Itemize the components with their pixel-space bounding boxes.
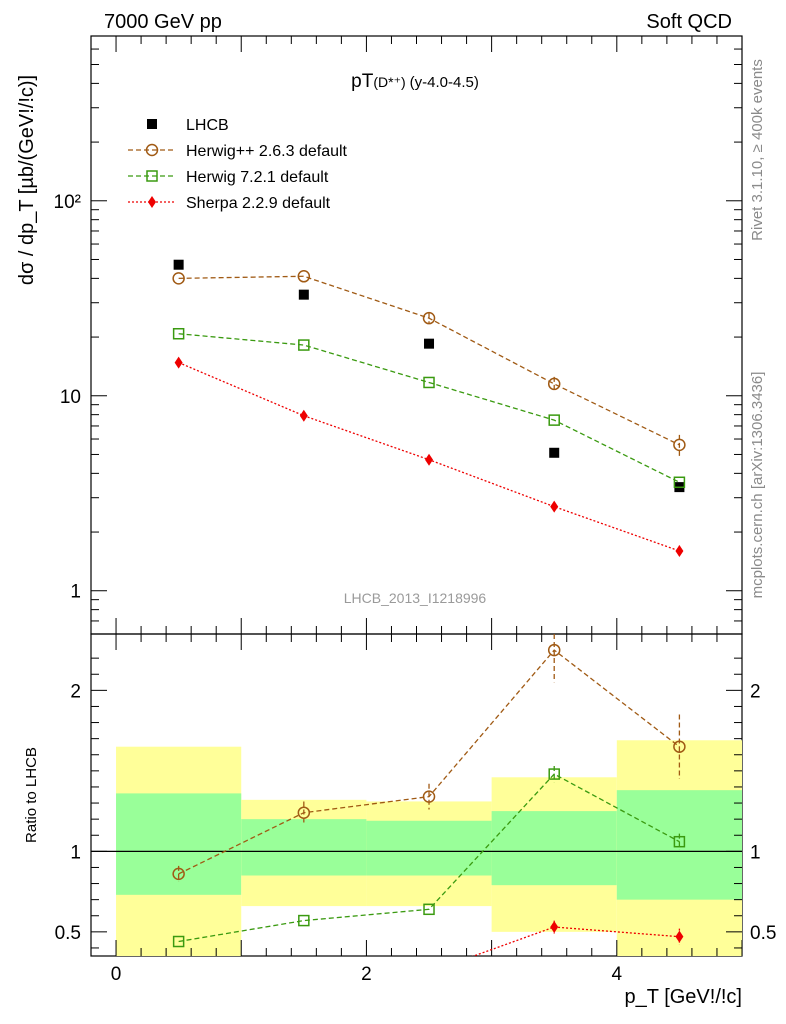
x-axis-label: p_T [GeV!/!c]	[625, 986, 742, 1008]
legend-marker	[145, 143, 159, 157]
ratio-point-sherpa-2-2-9-default	[550, 921, 559, 934]
main-ytick-label: 1	[70, 582, 81, 603]
legend-label: Herwig 7.2.1 default	[186, 169, 329, 186]
main-point-herwig-7-2-1-default	[172, 327, 185, 340]
ratio-ytick-label-left: 0.5	[55, 923, 81, 944]
main-point-herwig-7-2-1-default	[298, 339, 310, 351]
ratio-ytick-label-left: 1	[70, 842, 81, 863]
main-point-herwig-2-6-3-default	[297, 270, 311, 283]
x-tick-label: 4	[612, 964, 623, 985]
ratio-y-axis-label: Ratio to LHCB	[23, 747, 40, 843]
band-inner-3	[491, 811, 617, 886]
main-ytick-label: 10²	[54, 192, 81, 213]
ratio-point-herwig-2-6-3-default	[297, 806, 311, 819]
main-plot-title: pT(D*⁺) (y-4.0-4.5)	[351, 71, 479, 92]
ratio-line-herwig-7-2-1-default	[178, 773, 680, 943]
ratio-point-sherpa-2-2-9-default	[675, 930, 684, 943]
ratio-point-herwig-2-6-3-default	[422, 790, 436, 803]
analysis-id: LHCB_2013_I1218996	[344, 590, 487, 606]
legend-marker	[146, 170, 158, 182]
header-left: 7000 GeV pp	[104, 11, 222, 33]
x-tick-label: 0	[111, 964, 122, 985]
ratio-ytick-label-right: 2	[750, 681, 761, 702]
main-point-herwig-2-6-3-default	[673, 438, 686, 452]
main-point-sherpa-2-2-9-default	[675, 544, 684, 557]
main-point-lhcb	[549, 447, 560, 458]
rivet-label: Rivet 3.1.10, ≥ 400k events	[749, 59, 766, 241]
main-point-lhcb	[424, 338, 435, 349]
legend-marker	[148, 196, 156, 208]
ratio-ytick-label-left: 2	[70, 681, 81, 702]
ratio-ytick-label-right: 1	[750, 842, 761, 863]
ratio-point-herwig-7-2-1-default	[172, 935, 185, 948]
main-line-herwig-7-2-1-default	[178, 333, 680, 483]
main-point-lhcb	[298, 289, 309, 300]
ratio-line-sherpa-2-2-9-default	[471, 926, 680, 956]
main-point-sherpa-2-2-9-default	[425, 453, 434, 466]
band-inner-1	[241, 819, 367, 876]
legend-marker	[147, 119, 157, 129]
ratio-uncertainty-bands	[91, 740, 742, 956]
ratio-series-group	[172, 634, 686, 956]
main-point-sherpa-2-2-9-default	[174, 356, 183, 369]
legend-label: Herwig++ 2.6.3 default	[186, 143, 348, 160]
legend-label: Sherpa 2.2.9 default	[186, 195, 331, 212]
mcplots-label: mcplots.cern.ch [arXiv:1306.3436]	[749, 372, 766, 599]
main-point-herwig-2-6-3-default	[547, 377, 561, 391]
main-ytick-label: 10	[60, 387, 81, 408]
main-point-herwig-2-6-3-default	[172, 272, 185, 285]
title-main: pT	[351, 71, 374, 92]
ratio-point-herwig-7-2-1-default	[298, 914, 310, 927]
main-series-group	[172, 259, 686, 557]
legend-label: LHCB	[186, 117, 229, 134]
x-tick-label: 2	[361, 964, 372, 985]
main-point-herwig-7-2-1-default	[673, 476, 686, 489]
ratio-point-herwig-2-6-3-default	[547, 643, 561, 657]
ratio-point-herwig-7-2-1-default	[548, 768, 560, 780]
main-point-herwig-7-2-1-default	[423, 376, 435, 389]
ratio-point-herwig-7-2-1-default	[423, 903, 435, 916]
main-point-herwig-7-2-1-default	[548, 414, 560, 426]
title-range: (y-4.0-4.5)	[410, 74, 479, 91]
main-y-axis-label: dσ / dp_T [µb/(GeV!/!c)]	[16, 75, 38, 285]
main-line-herwig-2-6-3-default	[178, 275, 680, 446]
band-inner-2	[366, 820, 492, 876]
main-point-herwig-2-6-3-default	[422, 311, 436, 325]
ratio-point-herwig-7-2-1-default	[673, 835, 686, 848]
main-point-lhcb	[173, 259, 184, 270]
main-point-sherpa-2-2-9-default	[299, 409, 308, 422]
legend: LHCB Herwig++ 2.6.3 default Herwig 7.2.1 d…	[128, 117, 348, 212]
title-particle: (D*⁺)	[373, 74, 405, 90]
axes-ticks: 1 10 10² 0 2 4 0.5 0.5 1 1 2 2	[54, 35, 776, 985]
ratio-ytick-label-right: 0.5	[750, 923, 776, 944]
ratio-point-herwig-2-6-3-default	[673, 740, 686, 753]
main-point-sherpa-2-2-9-default	[550, 500, 559, 513]
header-right: Soft QCD	[646, 11, 732, 33]
ratio-point-herwig-2-6-3-default	[172, 867, 185, 881]
